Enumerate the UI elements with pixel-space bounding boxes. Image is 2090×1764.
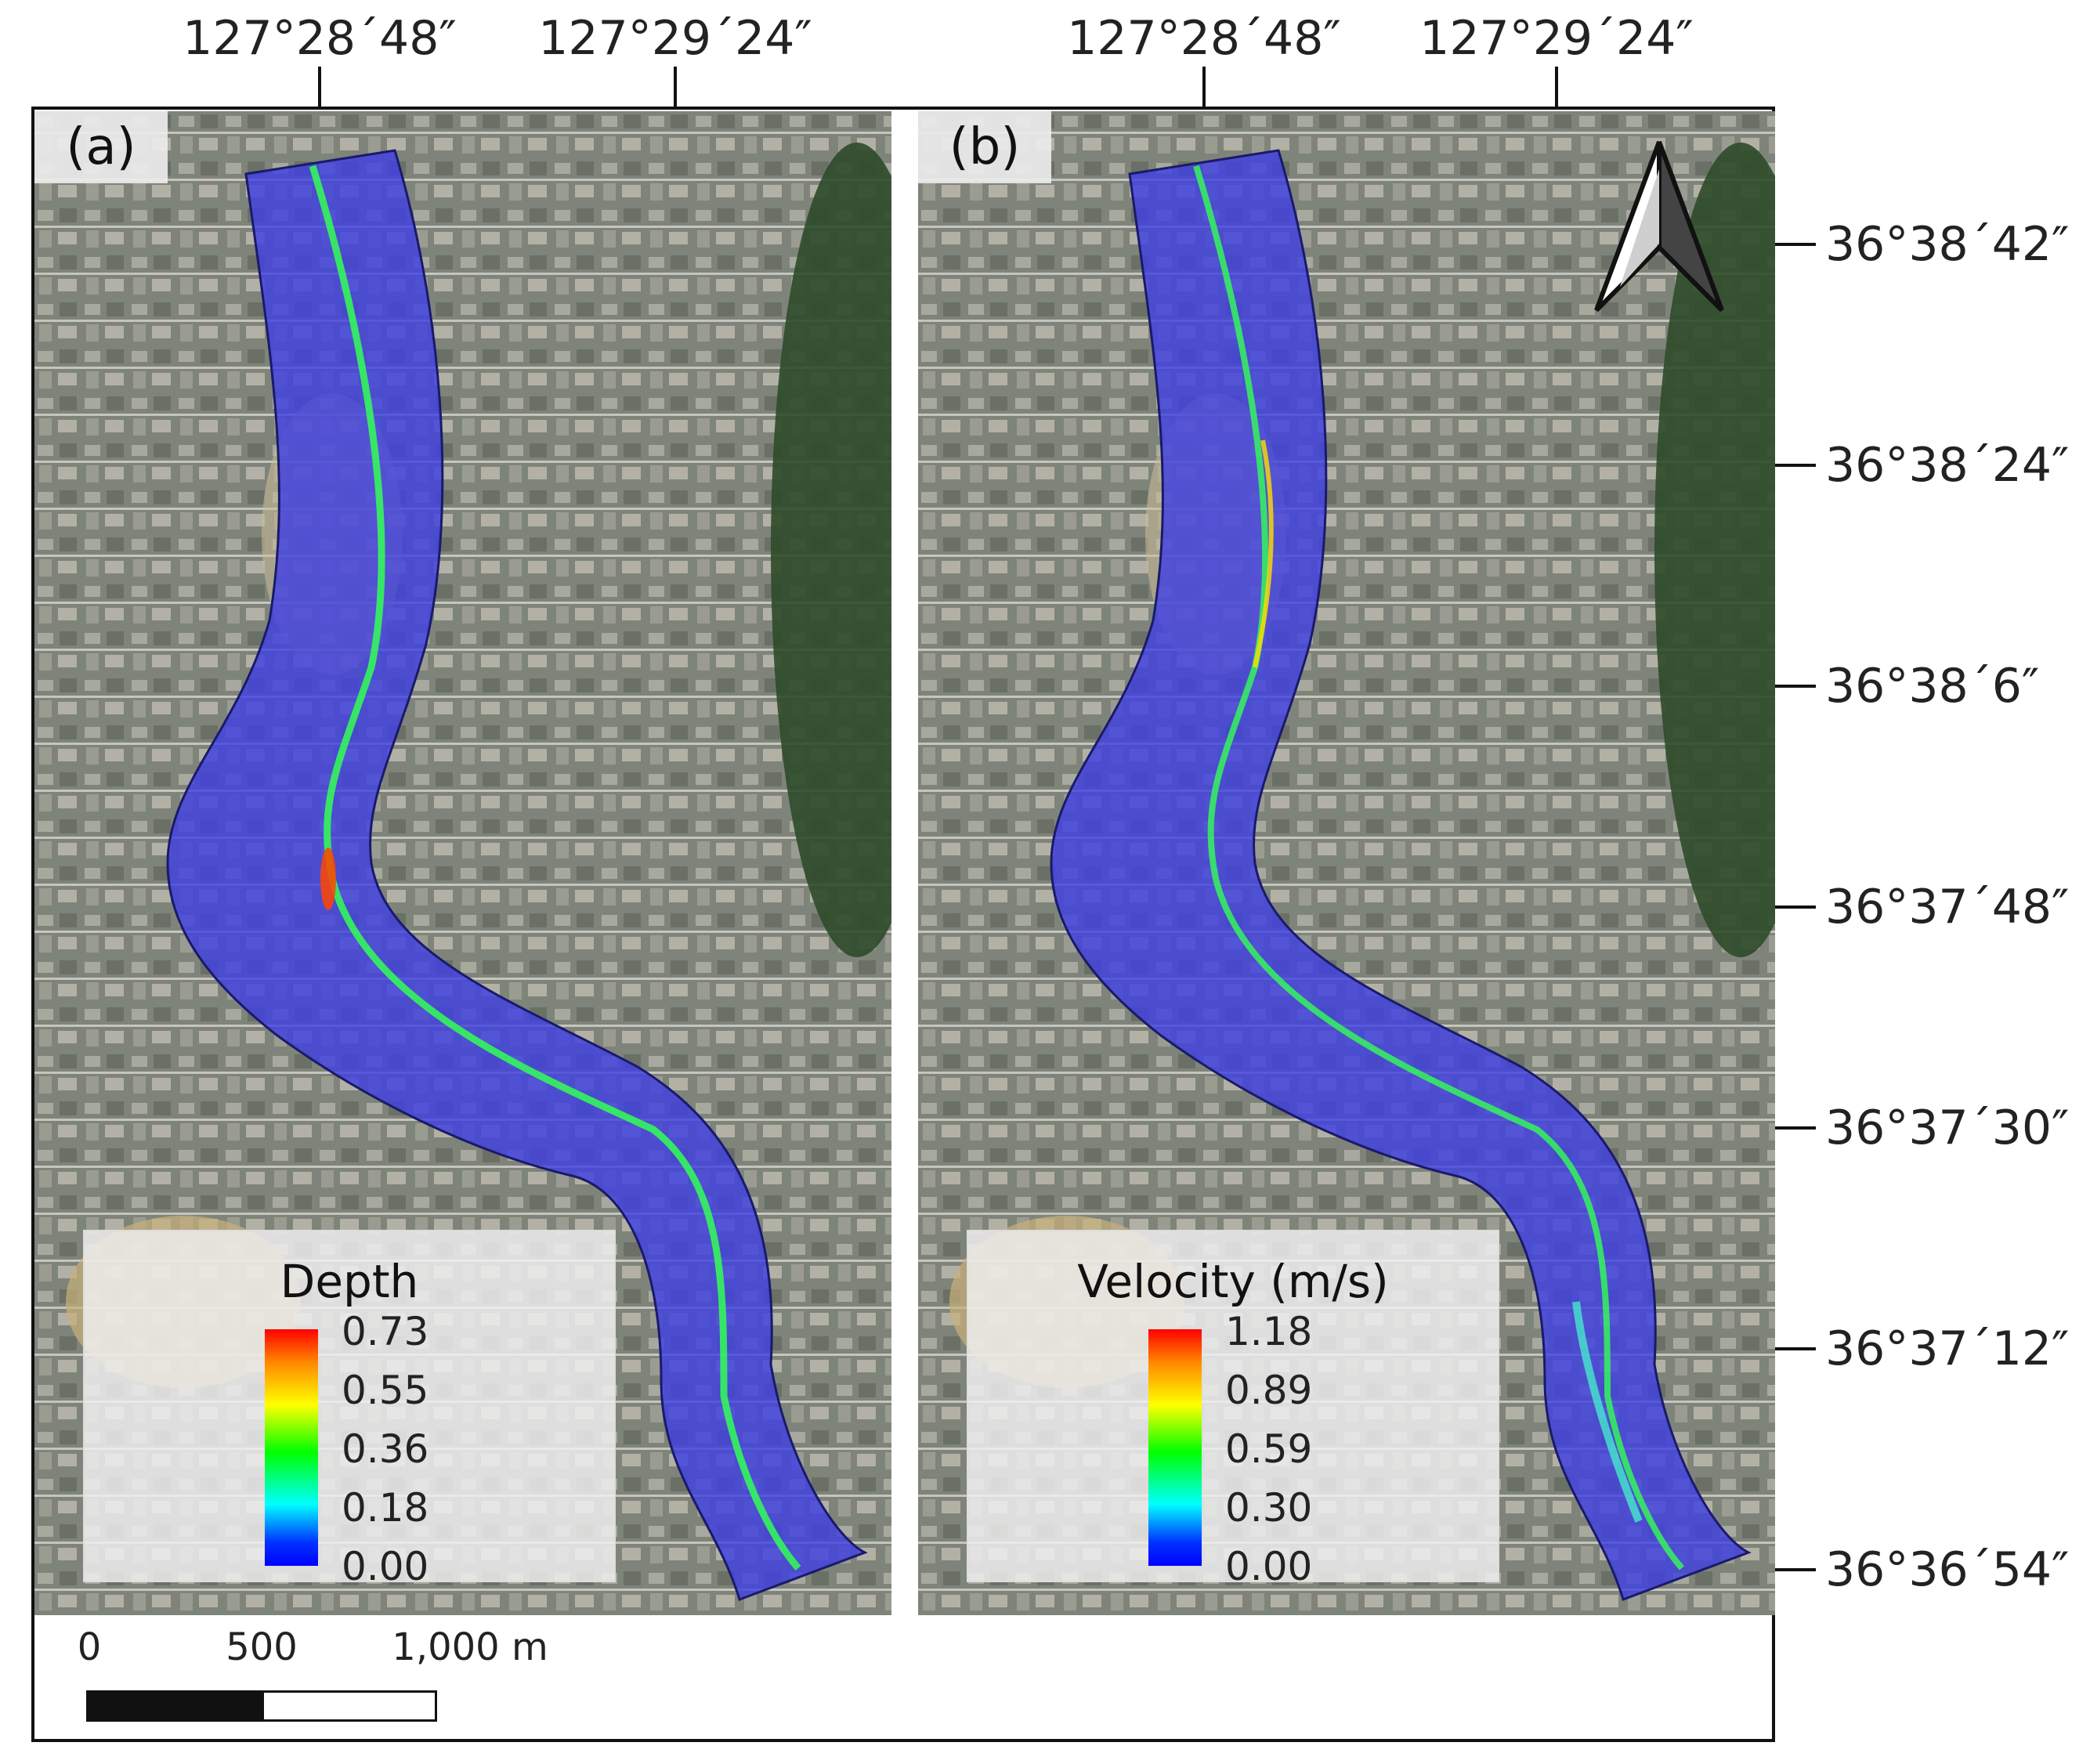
- thalweg-channel: [309, 164, 801, 1571]
- latitude-tick: [1775, 464, 1816, 467]
- legend-tick: 0.59: [1225, 1426, 1313, 1472]
- color-ramp: [265, 1329, 318, 1566]
- latitude-tick: [1775, 1568, 1816, 1571]
- velocity-highlight: [1572, 1301, 1643, 1523]
- map-panel-depth[interactable]: (a) Depth 0.73 0.55 0.36 0.18 0.00: [34, 111, 891, 1615]
- latitude-tick: [1775, 1126, 1816, 1130]
- longitude-label-4: 127°29´24″: [1419, 11, 1694, 66]
- scale-bar-segment-black: [86, 1690, 262, 1722]
- latitude-label: 36°37´48″: [1825, 880, 2070, 934]
- latitude-label: 36°36´54″: [1825, 1542, 2070, 1597]
- longitude-tick: [1555, 67, 1558, 107]
- longitude-tick: [674, 67, 677, 107]
- legend-title: Depth: [280, 1255, 419, 1308]
- legend-tick-max: 0.73: [342, 1309, 429, 1354]
- longitude-label-2: 127°29´24″: [538, 11, 812, 66]
- velocity-highlight: [1253, 439, 1274, 668]
- scale-label-1000: 1,000 m: [392, 1625, 548, 1669]
- latitude-tick: [1775, 243, 1816, 246]
- latitude-label: 36°38´42″: [1825, 217, 2070, 272]
- panel-label-b: (b): [918, 111, 1051, 183]
- legend-title: Velocity (m/s): [1077, 1255, 1389, 1308]
- legend-tick: 0.55: [342, 1368, 429, 1413]
- north-arrow-icon: [1594, 140, 1724, 313]
- panel-label-a: (a): [34, 111, 168, 183]
- legend-depth: Depth 0.73 0.55 0.36 0.18 0.00: [83, 1230, 616, 1589]
- longitude-tick: [1202, 67, 1206, 107]
- map-panel-velocity[interactable]: (b) Velocity (m/s) 1.18 0.89 0.59 0.30 0…: [918, 111, 1775, 1615]
- river-reach[interactable]: [1050, 149, 1752, 1601]
- latitude-label: 36°37´30″: [1825, 1101, 2070, 1155]
- scale-bar: [86, 1690, 437, 1722]
- legend-tick: 0.30: [1225, 1485, 1313, 1531]
- legend-velocity: Velocity (m/s) 1.18 0.89 0.59 0.30 0.00: [967, 1230, 1499, 1589]
- latitude-tick: [1775, 905, 1816, 909]
- legend-tick: 0.18: [342, 1485, 429, 1531]
- latitude-label: 36°38´6″: [1825, 659, 2040, 714]
- forest-area: [1654, 143, 1775, 957]
- longitude-label-1: 127°28´48″: [183, 11, 457, 66]
- forest-area: [771, 143, 891, 957]
- longitude-tick: [318, 67, 321, 107]
- scale-label-500: 500: [226, 1625, 298, 1669]
- depth-hotspot: [320, 848, 336, 910]
- longitude-label-3: 127°28´48″: [1067, 11, 1341, 66]
- latitude-tick: [1775, 685, 1816, 688]
- scale-label-0: 0: [77, 1625, 102, 1669]
- color-ramp: [1148, 1329, 1202, 1566]
- river-reach[interactable]: [166, 149, 868, 1601]
- legend-tick-max: 1.18: [1225, 1309, 1313, 1354]
- latitude-label: 36°38´24″: [1825, 438, 2070, 493]
- latitude-tick: [1775, 1347, 1816, 1350]
- latitude-label: 36°37´12″: [1825, 1321, 2070, 1376]
- legend-tick-min: 0.00: [342, 1544, 429, 1589]
- scale-bar-segment-white: [262, 1690, 437, 1722]
- legend-tick: 0.89: [1225, 1368, 1313, 1413]
- thalweg-channel: [1193, 164, 1685, 1571]
- legend-tick-min: 0.00: [1225, 1544, 1313, 1589]
- legend-tick: 0.36: [342, 1426, 429, 1472]
